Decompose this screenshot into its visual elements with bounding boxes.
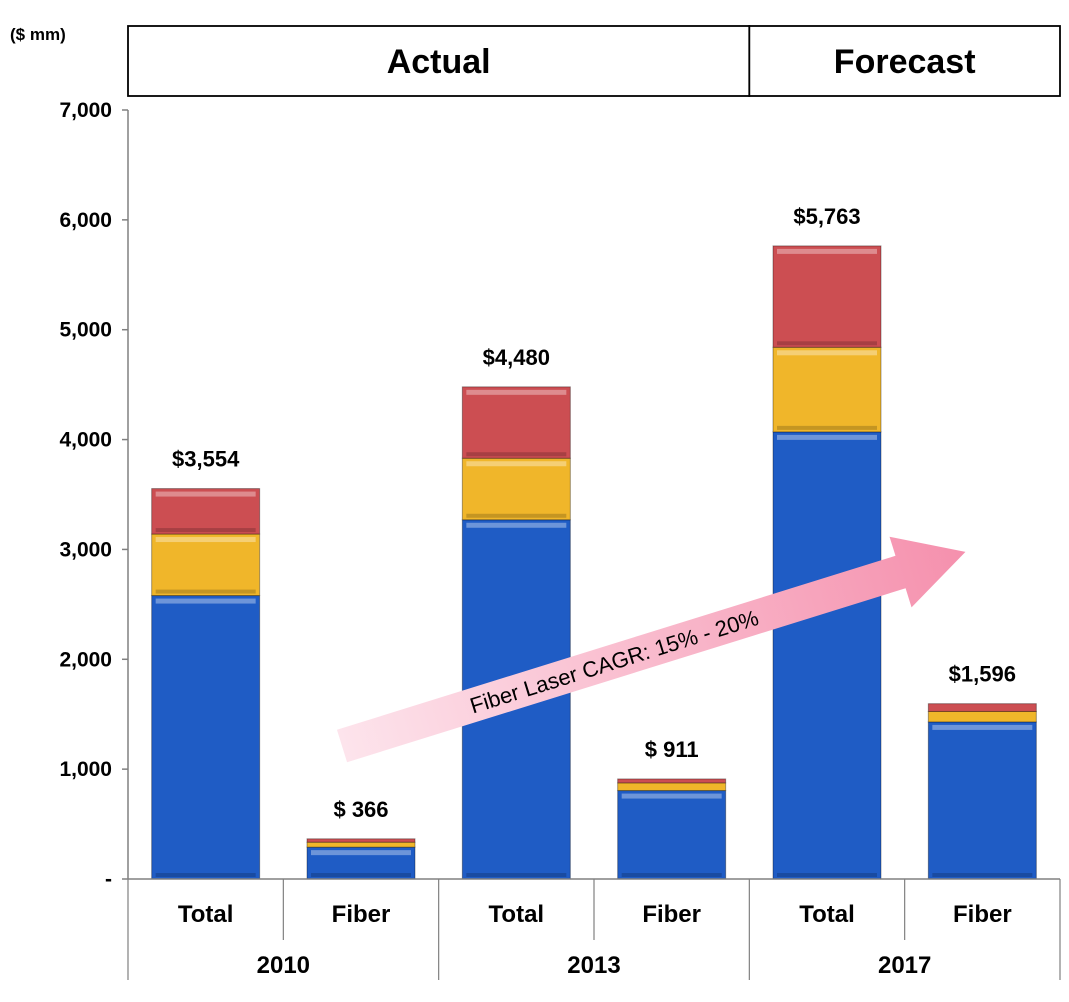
bar-highlight — [777, 248, 877, 254]
bar-highlight — [155, 598, 256, 604]
bar-segment — [306, 838, 416, 843]
bar-shade — [466, 452, 567, 457]
total-label: $3,554 — [172, 447, 240, 472]
bar-segment — [927, 710, 1037, 723]
bar-segment — [151, 533, 261, 597]
bar-segment — [151, 488, 261, 535]
bar-highlight — [466, 389, 567, 395]
total-label: $ 911 — [645, 737, 699, 762]
x-category-label: Fiber — [642, 901, 701, 928]
x-category-label: Total — [489, 901, 545, 928]
bar-shade — [466, 513, 567, 518]
x-axis: Total Fiber Total Fiber Total Fiber 2010 2013 20… — [127, 878, 1061, 980]
data-labels: $3,554 $ 366 $4,480 $ 911 $5,763 $1,596 — [172, 204, 1016, 822]
bar-segment — [461, 386, 571, 459]
period-header-box — [127, 25, 751, 97]
y-axis: - 1,000 2,000 3,000 4,000 5,000 6,000 7,000 — [59, 99, 129, 891]
bars — [151, 245, 1037, 880]
bar-segment — [306, 841, 416, 848]
unit-label: ($ mm) — [10, 25, 66, 44]
x-category-label: Fiber — [953, 901, 1012, 928]
period-header-label: Forecast — [834, 43, 976, 81]
y-tick-label: 1,000 — [59, 758, 112, 781]
bar-highlight — [466, 522, 567, 528]
bar-highlight — [155, 491, 256, 497]
bar-highlight — [311, 850, 411, 856]
bar-segment — [772, 431, 882, 880]
y-tick-label: 7,000 — [59, 99, 112, 122]
bar-shade — [155, 589, 256, 594]
x-group-label: 2017 — [878, 952, 931, 979]
total-label: $4,480 — [483, 345, 550, 370]
total-label: $1,596 — [949, 662, 1016, 687]
bar-highlight — [621, 793, 722, 799]
total-label: $5,763 — [793, 204, 860, 229]
bar-shade — [155, 528, 256, 533]
x-category-label: Fiber — [332, 901, 391, 928]
period-header-box — [748, 25, 1061, 97]
y-tick-label: 2,000 — [59, 648, 112, 671]
period-headers: Actual Forecast — [127, 25, 1061, 97]
y-tick-label: 6,000 — [59, 209, 112, 232]
bar-shade — [621, 873, 722, 877]
bar-segment — [461, 457, 571, 521]
y-tick-label: 4,000 — [59, 429, 112, 452]
y-tick-label: - — [105, 868, 112, 891]
y-tick-label: 5,000 — [59, 319, 112, 342]
bar-segment — [772, 346, 882, 433]
bar-shade — [777, 341, 877, 346]
bar-shade — [155, 873, 256, 877]
bar-segment — [617, 782, 727, 792]
x-group-label: 2013 — [567, 952, 620, 979]
cagr-arrow-shape — [336, 536, 966, 763]
bar-highlight — [155, 537, 256, 543]
total-label: $ 366 — [333, 797, 388, 822]
x-group-label: 2010 — [257, 952, 310, 979]
bar-shade — [932, 873, 1033, 877]
bar-segment — [927, 721, 1037, 880]
bar-highlight — [777, 434, 877, 440]
y-tick-label: 3,000 — [59, 538, 112, 561]
bar-shade — [466, 873, 567, 877]
bar-highlight — [777, 350, 877, 356]
bar-shade — [311, 873, 411, 877]
x-category-label: Total — [178, 901, 234, 928]
bar-segment — [151, 595, 261, 880]
bar-shade — [777, 873, 877, 877]
bar-segment — [617, 790, 727, 880]
bar-segment — [927, 703, 1037, 712]
bar-segment — [617, 778, 727, 784]
x-category-label: Total — [799, 901, 855, 928]
bar-shade — [777, 425, 877, 430]
bar-segment — [772, 245, 882, 348]
bar-highlight — [932, 724, 1033, 730]
bar-highlight — [466, 461, 567, 467]
period-header-label: Actual — [387, 43, 491, 81]
